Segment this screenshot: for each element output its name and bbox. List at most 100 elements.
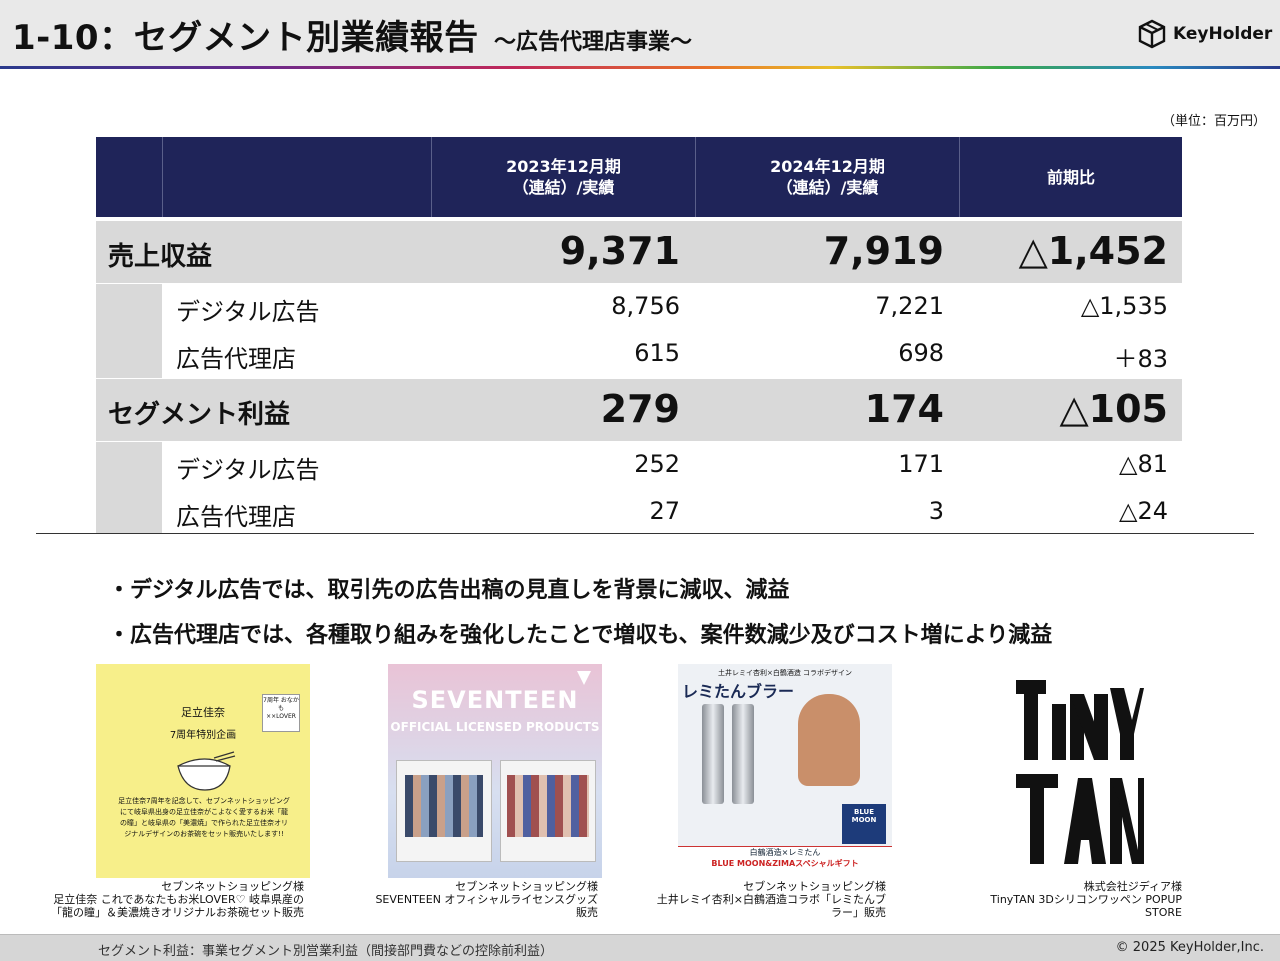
value-fy2024: 698 <box>898 339 944 367</box>
value-fy2024: 7,919 <box>823 229 944 273</box>
product-image-tinytan <box>970 664 1184 878</box>
value-fy2023: 279 <box>600 387 680 431</box>
image-badge: 7周年 おなかも ××LOVER <box>262 694 300 732</box>
caption-line: セブンネットショッピング様 <box>455 880 598 893</box>
header-divider-line <box>431 137 432 217</box>
image-heading: レミたんブラー <box>682 682 795 701</box>
company-logo: KeyHolder <box>1137 18 1272 50</box>
row-label: 広告代理店 <box>176 345 296 373</box>
row-indent <box>96 284 162 331</box>
value-fy2024: 3 <box>928 497 944 525</box>
page-title: 1-10：セグメント別業績報告 <box>12 18 479 58</box>
cube-logo-icon <box>1138 19 1166 49</box>
footer-bar: セグメント利益：事業セグメント別営業利益（間接部門費などの控除前利益） © 20… <box>0 934 1280 961</box>
seventeen-logo-icon <box>577 671 591 685</box>
column-header-fy2023: 2023年12月期 （連結）/実績 <box>432 137 695 217</box>
value-fy2024: 174 <box>864 387 944 431</box>
table-row-revenue-agency: 広告代理店 615 698 ＋83 <box>96 331 1182 378</box>
caption-line: 足立佳奈 これであなたもお米LOVER♡ 岐阜県産の <box>53 893 304 906</box>
value-yoy: ＋83 <box>1113 345 1168 373</box>
image-body-text: 足立佳奈7周年を記念して、セブンネットショッピングにて岐阜県出身の足立佳奈がこよ… <box>118 797 290 838</box>
value-yoy: △81 <box>1119 450 1168 478</box>
image-heading: 足立佳奈 <box>181 706 225 719</box>
image-subheading: 7周年特別企画 <box>169 730 237 741</box>
value-fy2023: 8,756 <box>611 292 680 320</box>
person-figure <box>798 694 860 786</box>
image-top-label: 土井レミイ杏利×白鶴酒造 コラボデザイン <box>717 669 853 677</box>
header-divider <box>0 66 1280 69</box>
caption-line: 販売 <box>576 906 598 919</box>
caption-line: 土井レミイ杏利×白鶴酒造コラボ「レミたんブ <box>656 893 886 906</box>
column-header-line: 前期比 <box>1046 167 1095 187</box>
table-row-profit-digital: デジタル広告 252 171 △81 <box>96 442 1182 489</box>
row-label: デジタル広告 <box>176 298 320 326</box>
caption-line: TinyTAN 3Dシリコンワッペン POPUP <box>990 893 1182 906</box>
value-yoy: △1,452 <box>1018 229 1168 273</box>
caption-line: SEVENTEEN オフィシャルライセンスグッズ <box>375 893 598 906</box>
promo-banner: 白鶴酒造×レミたん BLUE MOON&ZIMAスペシャルギフト <box>678 846 892 878</box>
product-card-acrylic-set <box>500 760 596 862</box>
value-fy2024: 171 <box>898 450 944 478</box>
table-header: 2023年12月期 （連結）/実績 2024年12月期 （連結）/実績 前期比 <box>96 137 1182 217</box>
logo-text: KeyHolder <box>1173 24 1273 44</box>
column-header-line: 2023年12月期 <box>506 157 621 176</box>
table-bottom-rule <box>36 533 1254 534</box>
blue-moon-badge: BLUE MOON <box>842 804 886 844</box>
caption-line: セブンネットショッピング様 <box>161 880 304 893</box>
row-label: 広告代理店 <box>176 503 296 531</box>
caption-line: セブンネットショッピング様 <box>743 880 886 893</box>
summary-bullets: ・デジタル広告では、取引先の広告出稿の見直しを背景に減収、減益 ・広告代理店では… <box>108 568 1052 658</box>
row-label: デジタル広告 <box>176 456 320 484</box>
value-fy2023: 9,371 <box>559 229 680 273</box>
tumbler-shape <box>702 704 724 804</box>
footer-note: セグメント利益：事業セグメント別営業利益（間接部門費などの控除前利益） <box>98 944 554 959</box>
image-subheading: OFFICIAL LICENSED PRODUCTS <box>390 720 600 734</box>
value-fy2024: 7,221 <box>875 292 944 320</box>
value-fy2023: 252 <box>634 450 680 478</box>
value-yoy: △105 <box>1059 387 1168 431</box>
banner-line: 白鶴酒造×レミたん <box>749 848 821 857</box>
copyright: © 2025 KeyHolder,Inc. <box>1115 940 1264 955</box>
product-image-rice-bowl: 足立佳奈 7周年特別企画 7周年 おなかも ××LOVER 足立佳奈7周年を記念… <box>96 664 310 878</box>
caption-line: 「龍の瞳」＆美濃焼きオリジナルお茶碗セット販売 <box>51 906 304 919</box>
tinytan-logo-icon <box>1016 680 1144 864</box>
bullet-item: ・デジタル広告では、取引先の広告出稿の見直しを背景に減収、減益 <box>108 578 790 603</box>
caption-line: 株式会社ジディア様 <box>1083 880 1182 893</box>
column-header-fy2024: 2024年12月期 （連結）/実績 <box>696 137 959 217</box>
caption-line: ラー」販売 <box>831 906 886 919</box>
product-image-tumbler: 土井レミイ杏利×白鶴酒造 コラボデザイン レミたんブラー BLUE MOON 白… <box>678 664 892 878</box>
header-bar: 1-10：セグメント別業績報告 ～広告代理店事業～ KeyHolder <box>0 0 1280 66</box>
caption-line: STORE <box>1145 906 1182 919</box>
row-label: セグメント利益 <box>108 400 291 430</box>
column-header-line: （連結）/実績 <box>776 178 879 197</box>
product-image-seventeen: SEVENTEEN OFFICIAL LICENSED PRODUCTS <box>388 664 602 878</box>
image-caption-tinytan: 株式会社ジディア様 TinyTAN 3Dシリコンワッペン POPUP STORE <box>924 880 1182 919</box>
row-indent <box>96 489 162 533</box>
value-fy2023: 27 <box>649 497 680 525</box>
header-divider-line <box>695 137 696 217</box>
image-caption-tumbler: セブンネットショッピング様 土井レミイ杏利×白鶴酒造コラボ「レミたんブ ラー」販… <box>630 880 886 919</box>
value-yoy: △1,535 <box>1080 292 1168 320</box>
value-fy2023: 615 <box>634 339 680 367</box>
header-divider-line <box>162 137 163 217</box>
row-indent <box>96 442 162 489</box>
tumbler-shape <box>732 704 754 804</box>
product-card-photo-set <box>396 760 492 862</box>
column-header-yoy: 前期比 <box>960 137 1182 217</box>
image-caption-rice-bowl: セブンネットショッピング様 足立佳奈 これであなたもお米LOVER♡ 岐阜県産の… <box>46 880 304 919</box>
table-row-revenue: 売上収益 9,371 7,919 △1,452 <box>96 221 1182 283</box>
image-caption-seventeen: セブンネットショッピング様 SEVENTEEN オフィシャルライセンスグッズ 販… <box>340 880 598 919</box>
image-heading: SEVENTEEN <box>411 686 579 714</box>
unit-note: （単位：百万円） <box>1161 114 1266 129</box>
value-yoy: △24 <box>1119 497 1168 525</box>
table-row-revenue-digital: デジタル広告 8,756 7,221 △1,535 <box>96 284 1182 331</box>
banner-line: BLUE MOON&ZIMAスペシャルギフト <box>711 859 859 868</box>
header-divider-line <box>959 137 960 217</box>
bullet-item: ・広告代理店では、各種取り組みを強化したことで増収も、案件数減少及びコスト増によ… <box>108 623 1053 648</box>
table-row-segment-profit: セグメント利益 279 174 △105 <box>96 379 1182 441</box>
table-row-profit-agency: 広告代理店 27 3 △24 <box>96 489 1182 533</box>
column-header-line: 2024年12月期 <box>770 157 885 176</box>
page-subtitle: ～広告代理店事業～ <box>494 30 693 55</box>
row-indent <box>96 331 162 378</box>
column-header-line: （連結）/実績 <box>512 178 615 197</box>
